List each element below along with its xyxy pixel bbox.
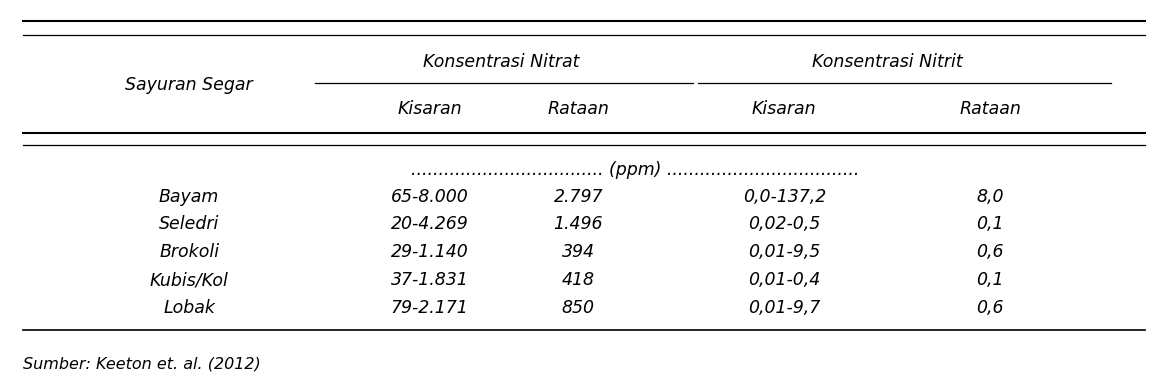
Text: 0,01-9,7: 0,01-9,7 — [749, 299, 820, 317]
Text: 394: 394 — [562, 243, 595, 261]
Text: Brokoli: Brokoli — [159, 243, 220, 261]
Text: Konsentrasi Nitrit: Konsentrasi Nitrit — [812, 53, 962, 71]
Text: 0,0-137,2: 0,0-137,2 — [743, 188, 826, 206]
Text: Kisaran: Kisaran — [397, 100, 461, 118]
Text: Kisaran: Kisaran — [752, 100, 816, 118]
Text: 0,01-0,4: 0,01-0,4 — [749, 271, 820, 289]
Text: Rataan: Rataan — [548, 100, 610, 118]
Text: Bayam: Bayam — [159, 188, 220, 206]
Text: 0,1: 0,1 — [976, 215, 1004, 233]
Text: 8,0: 8,0 — [976, 188, 1004, 206]
Text: 0,6: 0,6 — [976, 243, 1004, 261]
Text: Sayuran Segar: Sayuran Segar — [125, 76, 253, 94]
Text: Lobak: Lobak — [164, 299, 215, 317]
Text: 0,01-9,5: 0,01-9,5 — [749, 243, 820, 261]
Text: Rataan: Rataan — [959, 100, 1021, 118]
Text: Seledri: Seledri — [159, 215, 220, 233]
Text: Kubis/Kol: Kubis/Kol — [150, 271, 229, 289]
Text: Konsentrasi Nitrat: Konsentrasi Nitrat — [423, 53, 579, 71]
Text: 20-4.269: 20-4.269 — [390, 215, 468, 233]
Text: 0,6: 0,6 — [976, 299, 1004, 317]
Text: 0,02-0,5: 0,02-0,5 — [749, 215, 820, 233]
Text: 37-1.831: 37-1.831 — [390, 271, 468, 289]
Text: 418: 418 — [562, 271, 595, 289]
Text: 1.496: 1.496 — [554, 215, 603, 233]
Text: Sumber: Keeton et. al. (2012): Sumber: Keeton et. al. (2012) — [23, 356, 260, 371]
Text: 850: 850 — [562, 299, 595, 317]
Text: 65-8.000: 65-8.000 — [390, 188, 468, 206]
Text: 2.797: 2.797 — [554, 188, 603, 206]
Text: ................................... (ppm) ...................................: ................................... (ppm… — [411, 161, 860, 179]
Text: 0,1: 0,1 — [976, 271, 1004, 289]
Text: 29-1.140: 29-1.140 — [390, 243, 468, 261]
Text: 79-2.171: 79-2.171 — [390, 299, 468, 317]
